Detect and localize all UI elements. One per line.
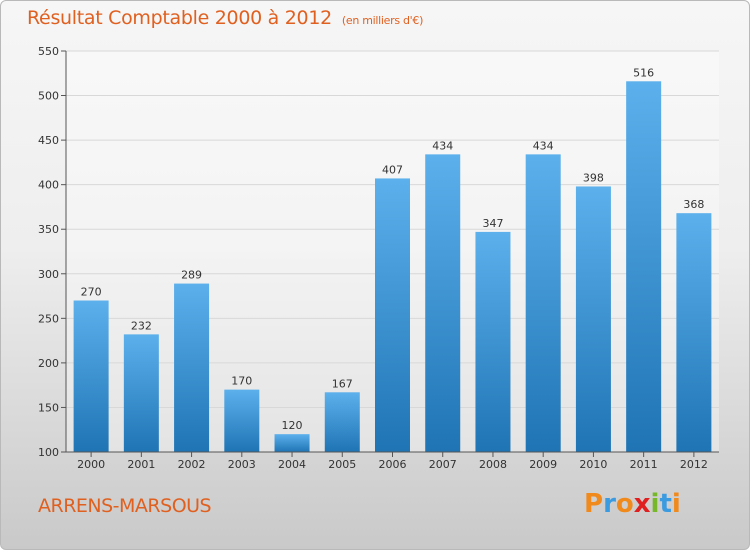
y-tick-label: 550 (38, 45, 59, 58)
bar-value-label: 516 (633, 66, 654, 79)
y-tick-label: 150 (38, 401, 59, 414)
bar-value-label: 120 (282, 419, 303, 432)
bar-value-label: 398 (583, 171, 604, 184)
x-tick-label: 2004 (278, 458, 306, 471)
logo-letter: o (615, 489, 634, 519)
x-tick-label: 2003 (228, 458, 256, 471)
y-tick-label: 200 (38, 357, 59, 370)
x-tick-label: 2008 (479, 458, 507, 471)
bar-value-label: 170 (231, 375, 252, 388)
x-tick-label: 2001 (127, 458, 155, 471)
logo-letter: P (584, 489, 604, 519)
bar-value-label: 434 (432, 139, 453, 152)
bar (525, 154, 561, 452)
y-tick-label: 500 (38, 90, 59, 103)
bar (676, 213, 712, 452)
chart-title: Résultat Comptable 2000 à 2012 (en millie… (27, 7, 423, 29)
x-tick-label: 2006 (379, 458, 407, 471)
y-tick-label: 450 (38, 134, 59, 147)
place-name: ARRENS-MARSOUS (38, 495, 212, 517)
bar-value-label: 434 (533, 139, 554, 152)
logo-letter: x (633, 489, 651, 519)
x-tick-label: 2009 (529, 458, 557, 471)
bar (224, 389, 260, 452)
bar-value-label: 270 (81, 286, 102, 299)
y-tick-label: 100 (38, 446, 59, 459)
y-tick-label: 400 (38, 179, 59, 192)
x-tick-label: 2012 (680, 458, 708, 471)
x-tick-label: 2010 (579, 458, 607, 471)
bar (324, 392, 360, 452)
bar (274, 434, 310, 452)
logo-letter: i (671, 489, 681, 519)
chart-unit-label: (en milliers d'€) (341, 14, 424, 27)
bar-value-label: 289 (181, 269, 202, 282)
bar-value-label: 232 (131, 319, 152, 332)
bar (425, 154, 461, 452)
bar-value-label: 407 (382, 163, 403, 176)
logo-letter: i (650, 489, 660, 519)
y-tick-label: 300 (38, 268, 59, 281)
bar (575, 186, 611, 452)
x-tick-label: 2011 (630, 458, 658, 471)
bar (123, 334, 159, 452)
bar-value-label: 167 (332, 377, 353, 390)
y-tick-label: 350 (38, 223, 59, 236)
y-tick-label: 250 (38, 312, 59, 325)
logo-letter: r (603, 489, 616, 519)
x-tick-label: 2000 (77, 458, 105, 471)
x-tick-label: 2007 (429, 458, 457, 471)
bar (375, 178, 410, 452)
bar-value-label: 347 (482, 217, 503, 230)
bar (475, 231, 511, 452)
chart-title-text: Résultat Comptable 2000 à 2012 (27, 7, 332, 29)
proxiti-logo: Proxiti (584, 489, 681, 519)
bar (73, 300, 109, 452)
x-tick-label: 2002 (178, 458, 206, 471)
logo-letter: t (659, 489, 672, 519)
bar-value-label: 368 (683, 198, 704, 211)
x-tick-label: 2005 (328, 458, 356, 471)
bar (174, 283, 210, 452)
bar (626, 81, 662, 452)
